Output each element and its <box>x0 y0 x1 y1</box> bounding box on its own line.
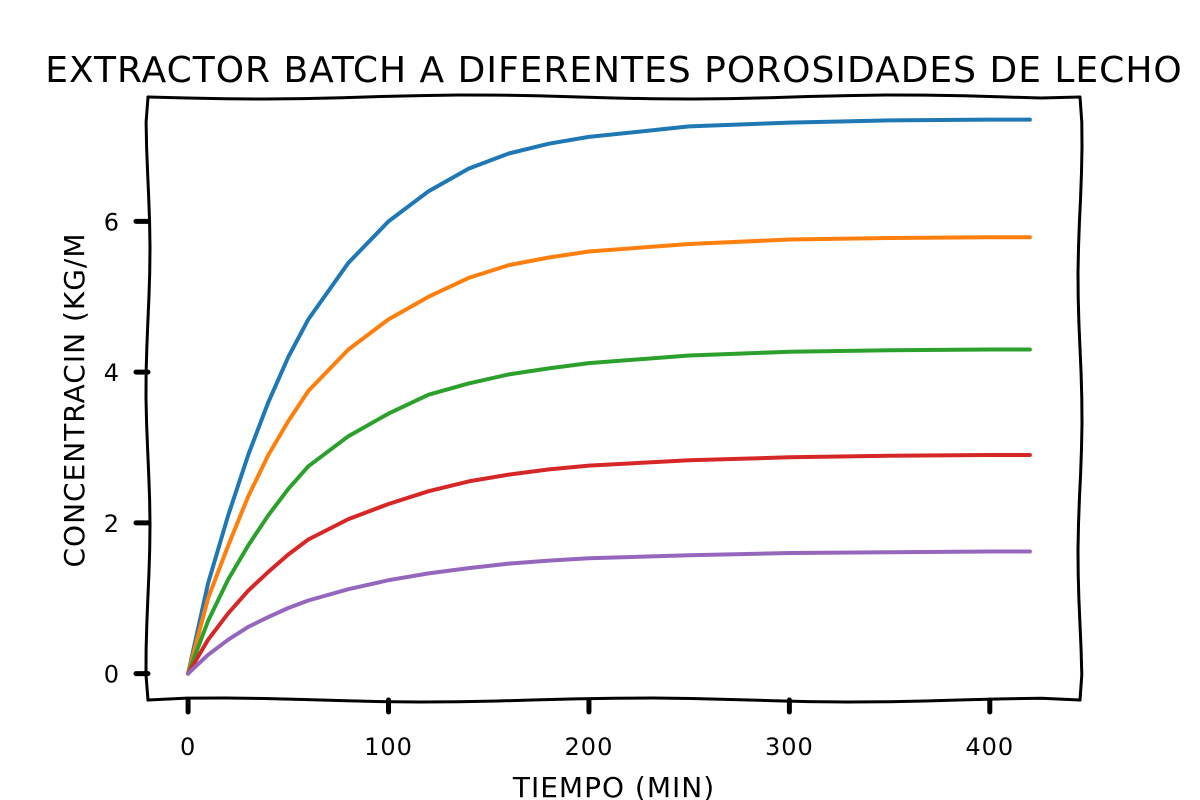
plot-frame-left <box>144 95 152 702</box>
y-tick-label: 0 <box>104 661 120 689</box>
x-tick-label: 0 <box>180 733 196 761</box>
plot-frame-top <box>146 93 1082 101</box>
series-line-4 <box>186 453 1032 676</box>
plot-frame-right <box>1076 95 1084 702</box>
plot-frame-bottom <box>146 696 1082 704</box>
series-line-3 <box>186 347 1032 676</box>
y-tick-label: 4 <box>104 359 120 387</box>
y-tick-label: 6 <box>104 208 120 236</box>
x-tick-label: 200 <box>565 733 614 761</box>
y-axis-label: Concentracin (kg/m <box>58 232 91 567</box>
x-tick-label: 400 <box>965 733 1014 761</box>
series-line-5 <box>186 549 1032 676</box>
x-tick-label: 300 <box>765 733 814 761</box>
y-tick-label: 2 <box>104 510 120 538</box>
plot-area: 0 100 200 300 400 0 2 4 6 <box>104 93 1084 761</box>
x-axis-label: Tiempo (min) <box>512 771 715 800</box>
series-line-1 <box>186 117 1032 676</box>
series-line-2 <box>186 235 1032 676</box>
chart-title: Extractor Batch a diferentes porosidades… <box>45 50 1182 91</box>
x-tick-label: 100 <box>364 733 413 761</box>
